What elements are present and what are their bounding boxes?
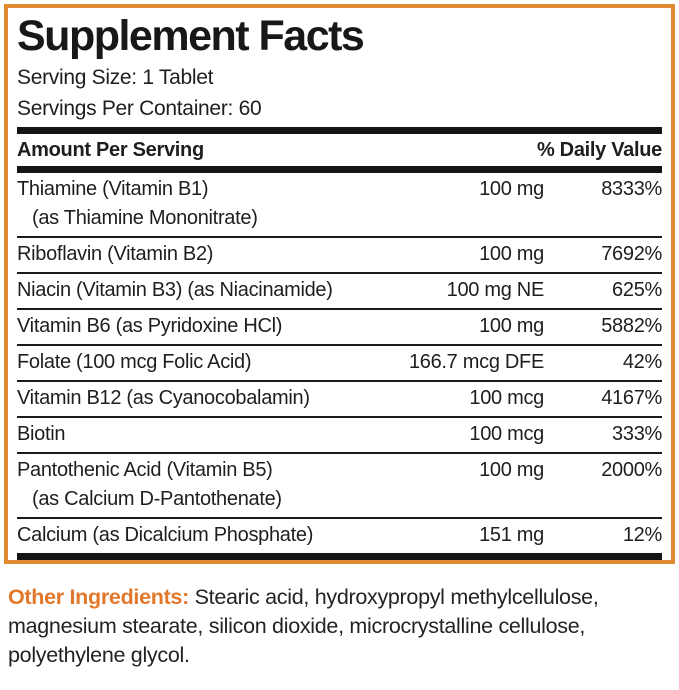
- nutrient-daily-value: 7692%: [601, 243, 662, 266]
- nutrient-amount: 100 mg NE: [446, 279, 545, 302]
- other-ingredients-text: Stearic acid, hydroxypropyl methylcellul…: [8, 585, 599, 667]
- nutrient-daily-value: 12%: [622, 524, 662, 547]
- nutrient-daily-value: 42%: [622, 351, 662, 374]
- nutrient-daily-value: 5882%: [601, 315, 662, 338]
- nutrient-row: Folate (100 mcg Folic Acid) 166.7 mcg DF…: [17, 344, 662, 380]
- daily-value-header: % Daily Value: [536, 139, 662, 162]
- nutrient-row: Vitamin B12 (as Cyanocobalamin) 100 mcg …: [17, 380, 662, 416]
- nutrient-row: Riboflavin (Vitamin B2) 100 mg 7692%: [17, 236, 662, 272]
- nutrient-row: Vitamin B6 (as Pyridoxine HCl) 100 mg 58…: [17, 308, 662, 344]
- nutrient-source: (as Calcium D-Pantothenate): [32, 488, 282, 511]
- nutrient-name: Vitamin B6 (as Pyridoxine HCl): [17, 315, 283, 338]
- nutrient-name: Calcium (as Dicalcium Phosphate): [17, 524, 314, 547]
- nutrient-row: Pantothenic Acid (Vitamin B5) 100 mg 200…: [17, 452, 662, 517]
- nutrient-name: Niacin (Vitamin B3) (as Niacinamide): [17, 279, 333, 302]
- nutrient-amount: 100 mg: [479, 315, 544, 338]
- supplement-facts-panel: Supplement Facts Serving Size: 1 Tablet …: [4, 4, 675, 565]
- other-ingredients-paragraph: Other Ingredients: Stearic acid, hydroxy…: [8, 583, 668, 669]
- nutrient-source: (as Thiamine Mononitrate): [32, 207, 258, 230]
- nutrient-name: Pantothenic Acid (Vitamin B5): [17, 459, 273, 482]
- nutrient-table: Thiamine (Vitamin B1) 100 mg 8333% (as T…: [17, 173, 662, 553]
- panel-title: Supplement Facts: [17, 12, 365, 60]
- nutrient-name: Riboflavin (Vitamin B2): [17, 243, 214, 266]
- other-ingredients-label: Other Ingredients:: [8, 585, 189, 610]
- nutrient-amount: 166.7 mcg DFE: [408, 351, 544, 374]
- divider-thick-under-header: [17, 166, 662, 174]
- nutrient-row: Niacin (Vitamin B3) (as Niacinamide) 100…: [17, 272, 662, 308]
- nutrient-amount: 100 mcg: [469, 423, 544, 446]
- nutrient-amount: 100 mcg: [469, 387, 544, 410]
- servings-per-container: Servings Per Container: 60: [17, 97, 262, 121]
- amount-per-serving-header: Amount Per Serving: [17, 139, 204, 162]
- divider-thick-top: [17, 127, 662, 135]
- nutrient-name: Vitamin B12 (as Cyanocobalamin): [17, 387, 310, 410]
- nutrient-name: Folate (100 mcg Folic Acid): [17, 351, 252, 374]
- nutrient-name: Biotin: [17, 423, 66, 446]
- nutrient-amount: 100 mg: [479, 243, 544, 266]
- nutrient-row: Thiamine (Vitamin B1) 100 mg 8333% (as T…: [17, 173, 662, 236]
- nutrient-daily-value: 8333%: [601, 178, 662, 201]
- nutrient-amount: 100 mg: [479, 178, 544, 201]
- nutrient-daily-value: 4167%: [601, 387, 662, 410]
- nutrient-name: Thiamine (Vitamin B1): [17, 178, 209, 201]
- nutrient-row: Calcium (as Dicalcium Phosphate) 151 mg …: [17, 517, 662, 553]
- nutrient-daily-value: 2000%: [601, 459, 662, 482]
- nutrient-row: Biotin 100 mcg 333%: [17, 416, 662, 452]
- divider-thick-bottom: [17, 553, 662, 561]
- nutrient-daily-value: 625%: [612, 279, 662, 302]
- column-header-row: Amount Per Serving % Daily Value: [17, 134, 662, 166]
- nutrient-amount: 100 mg: [479, 459, 544, 482]
- nutrient-amount: 151 mg: [479, 524, 544, 547]
- nutrient-daily-value: 333%: [612, 423, 662, 446]
- serving-size: Serving Size: 1 Tablet: [17, 66, 214, 90]
